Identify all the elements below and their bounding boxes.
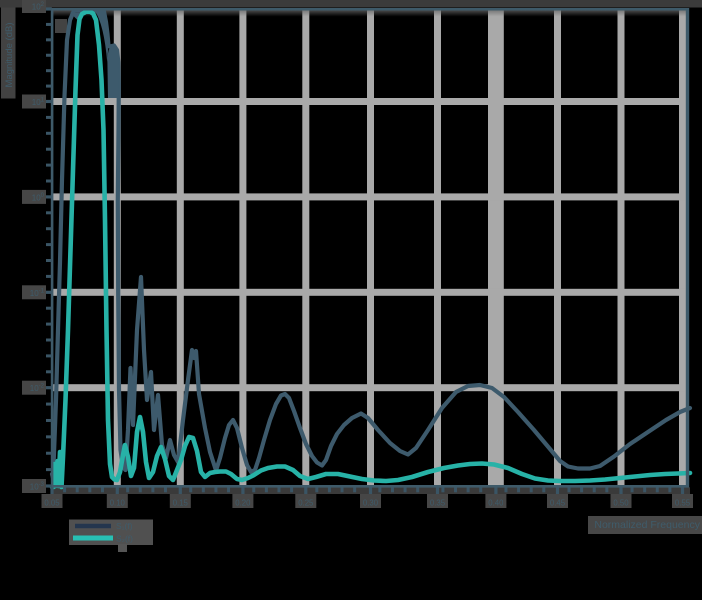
svg-text:0.25: 0.25: [298, 499, 314, 508]
svg-text:102: 102: [32, 2, 45, 12]
svg-text:0.10: 0.10: [110, 499, 126, 508]
svg-text:0.15: 0.15: [173, 499, 189, 508]
svg-text:100: 100: [32, 193, 45, 203]
svg-text:10-2: 10-2: [30, 384, 45, 394]
svg-text:S₁(f): S₁(f): [116, 521, 133, 531]
svg-text:10-3: 10-3: [30, 482, 45, 492]
svg-text:0.55: 0.55: [675, 499, 691, 508]
svg-text:S₂(f): S₂(f): [116, 534, 133, 544]
svg-text:0.35: 0.35: [430, 499, 446, 508]
svg-text:0.45: 0.45: [550, 499, 566, 508]
svg-text:10-1: 10-1: [30, 288, 45, 298]
svg-text:Normalized Frequency: Normalized Frequency: [594, 519, 700, 531]
svg-text:Magnitude (dB): Magnitude (dB): [4, 23, 15, 88]
svg-text:0.05: 0.05: [44, 499, 60, 508]
svg-text:0.20: 0.20: [235, 499, 251, 508]
svg-text:0.40: 0.40: [488, 499, 504, 508]
svg-text:0.30: 0.30: [363, 499, 379, 508]
svg-text:101: 101: [32, 98, 45, 108]
svg-text:0.50: 0.50: [613, 499, 629, 508]
